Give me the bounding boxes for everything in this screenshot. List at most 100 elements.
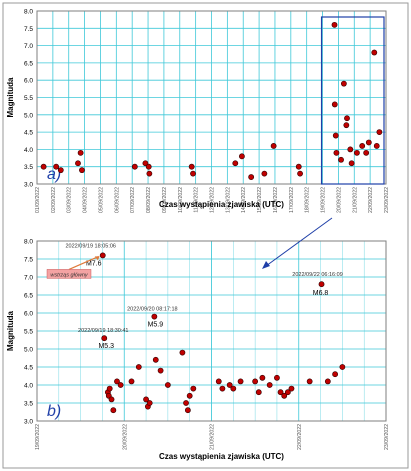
x-tick-label: 03/09/2022 <box>67 187 73 213</box>
x-tick-label: 19/09/2022 <box>35 424 41 450</box>
y-tick-label: 5.0 <box>24 347 33 354</box>
x-tick-label: 07/09/2022 <box>130 187 136 213</box>
data-point <box>284 389 291 396</box>
data-point <box>331 21 338 28</box>
data-point <box>359 143 366 149</box>
data-point <box>347 146 354 153</box>
annotation-magnitude: M6.8 <box>313 290 329 297</box>
data-point <box>270 143 277 149</box>
zoom-arrow-head <box>262 261 270 269</box>
callout-box <box>46 269 92 279</box>
data-point <box>288 385 295 392</box>
data-point <box>142 160 149 167</box>
x-tick-label: 22/09/2022 <box>297 424 303 450</box>
data-point <box>277 389 284 396</box>
annotation: 2022/09/22 06:16:09 M6.8 <box>292 272 342 297</box>
data-point <box>333 149 340 156</box>
data-point <box>365 139 372 146</box>
annotation-time: 2022/09/20 08:17:18 <box>127 307 177 313</box>
data-point <box>40 163 47 170</box>
zoom-highlight-box <box>320 16 385 185</box>
x-tick-label: 20/09/2022 <box>122 424 128 450</box>
x-tick-label: 19/09/2022 <box>321 187 327 213</box>
data-point <box>318 281 325 288</box>
data-point <box>188 163 195 170</box>
panel-label: b) <box>47 403 61 420</box>
panel-label: a) <box>47 166 61 183</box>
y-tick-label: 4.5 <box>24 365 33 372</box>
y-tick-label: 4.0 <box>24 147 33 154</box>
x-tick-label: 10/09/2022 <box>178 187 184 213</box>
y-tick-label: 6.0 <box>24 78 33 85</box>
y-tick-label: 7.0 <box>24 275 33 282</box>
y-tick-label: 7.5 <box>24 257 33 264</box>
data-point <box>331 101 338 108</box>
callout-text: wstrząs główny <box>50 272 89 278</box>
zoom-arrow-line <box>265 217 333 267</box>
data-point <box>281 392 288 399</box>
data-point <box>108 396 115 403</box>
x-tick-label: 16/09/2022 <box>273 187 279 213</box>
x-tick-label: 14/09/2022 <box>241 187 247 213</box>
annotation: 2022/09/19 18:05:06 M7.6 wstrząs główny <box>46 243 116 279</box>
annotation-time: 2022/09/22 06:16:09 <box>292 272 342 278</box>
x-tick-label: 20/09/2022 <box>336 187 342 213</box>
x-tick-label: 05/09/2022 <box>98 187 104 213</box>
data-point <box>131 163 138 170</box>
y-tick-label: 3.0 <box>24 182 33 189</box>
data-point <box>184 407 191 414</box>
data-point <box>340 80 347 87</box>
data-point <box>157 367 164 374</box>
data-point <box>332 132 339 139</box>
data-point <box>183 400 189 406</box>
data-point <box>371 49 378 56</box>
x-axis-title: Czas wystąpienia zjawiska (UTC) <box>159 200 284 209</box>
axes-frame <box>36 240 387 422</box>
data-point <box>274 374 280 381</box>
annotation-magnitude: M5.3 <box>98 343 114 350</box>
data-point <box>57 167 64 174</box>
data-point <box>295 163 302 170</box>
data-point <box>77 149 84 156</box>
panel-b: 3.0 3.5 4.0 4.5 5.0 5.5 6.0 6.5 7.0 7.5 8.0 19/09/2… <box>6 239 390 462</box>
data-point <box>248 174 255 180</box>
data-point <box>232 160 239 167</box>
data-point <box>114 378 120 385</box>
data-point <box>376 129 383 135</box>
x-tick-label: 15/09/2022 <box>257 187 263 213</box>
data-point <box>143 396 149 403</box>
x-tick-label: 01/09/2022 <box>35 187 41 213</box>
y-axis-title: Magnituda <box>6 77 15 118</box>
data-point <box>343 122 350 129</box>
x-tick-label: 06/09/2022 <box>114 187 120 213</box>
data-point <box>79 167 85 174</box>
y-tick-label: 3.5 <box>24 401 33 408</box>
y-tick-label: 6.5 <box>24 293 33 300</box>
data-point <box>146 400 153 406</box>
data-point <box>324 378 331 385</box>
data-point <box>190 385 197 392</box>
y-tick-label: 5.0 <box>24 112 33 119</box>
data-point <box>306 378 313 385</box>
data-point <box>266 382 273 388</box>
y-tick-label: 5.5 <box>24 95 33 102</box>
data-point <box>373 143 380 149</box>
data-point <box>190 170 196 177</box>
y-tick-label: 5.5 <box>24 329 33 336</box>
y-tick-label: 4.5 <box>24 130 33 137</box>
data-point <box>332 371 339 378</box>
data-point <box>363 149 370 156</box>
annotation-magnitude: M7.6 <box>86 260 102 267</box>
data-point <box>135 364 142 370</box>
x-tick-label: 11/09/2022 <box>194 187 200 213</box>
x-tick-label: 02/09/2022 <box>51 187 57 213</box>
data-point <box>186 392 193 399</box>
x-tick-label: 13/09/2022 <box>225 187 231 213</box>
data-point <box>239 153 245 160</box>
y-axis-title: Magnituda <box>6 310 15 351</box>
data-point <box>146 170 153 177</box>
x-tick-label: 08/09/2022 <box>146 187 152 213</box>
